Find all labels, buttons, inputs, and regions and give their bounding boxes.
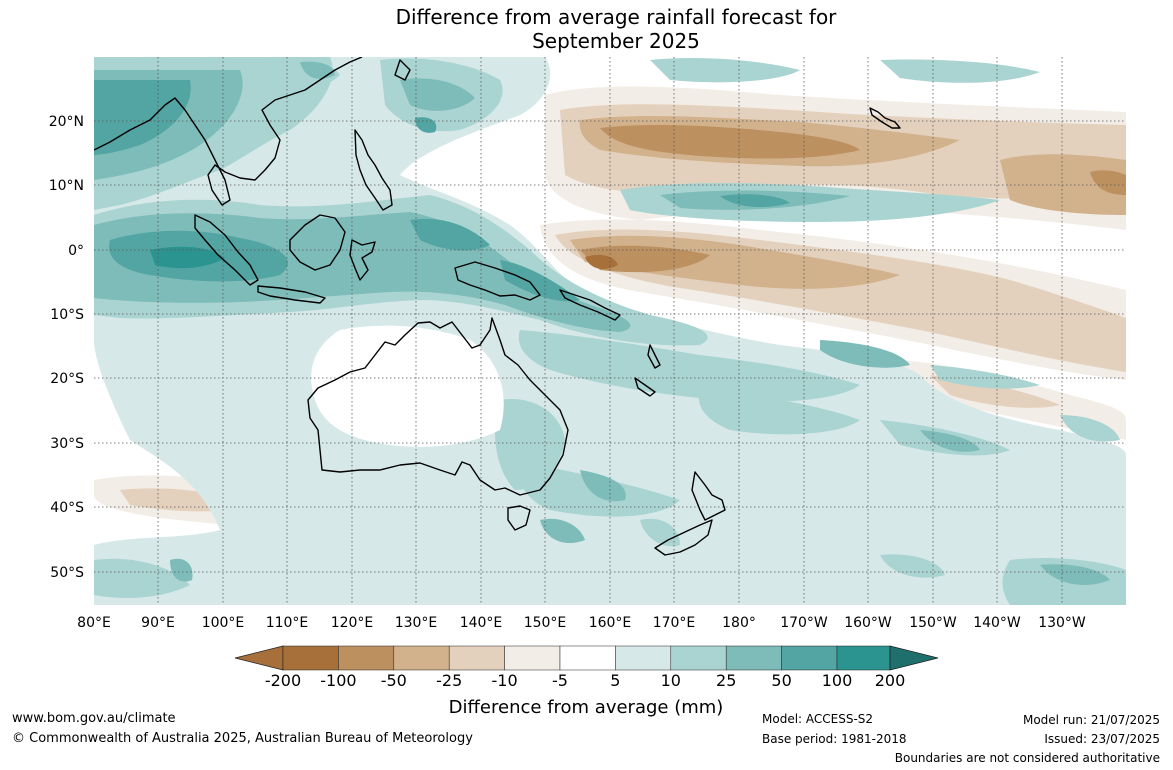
- lon-label: 130°E: [395, 615, 438, 631]
- longitude-labels: 80°E 90°E 100°E 110°E 120°E 130°E 140°E …: [77, 615, 1086, 631]
- near-average-area: [311, 325, 504, 447]
- colorbar-label: 10: [661, 671, 681, 690]
- tasmania-coastline: [507, 505, 531, 531]
- colorbar-label: 100: [822, 671, 853, 690]
- colorbar-label: 25: [716, 671, 736, 690]
- lat-label: 10°N: [49, 178, 84, 194]
- model-name: Model: ACCESS-S2: [762, 712, 874, 726]
- lat-label: 0°: [68, 243, 84, 259]
- colorbar-swatch: [836, 645, 891, 671]
- lat-label: 10°S: [50, 307, 84, 323]
- hawaii-coastline: [869, 107, 901, 129]
- colorbar-low-arrow: [234, 645, 284, 671]
- japan-coastline: [394, 59, 411, 81]
- borneo-coastline: [289, 214, 346, 271]
- anomaly-field: [94, 57, 1126, 605]
- base-period: Base period: 1981-2018: [762, 732, 907, 746]
- colorbar-label: -200: [265, 671, 301, 690]
- lat-label: 40°S: [50, 500, 84, 516]
- colorbar-label: -10: [492, 671, 518, 690]
- lon-label: 180°: [722, 615, 756, 631]
- lon-label: 160°W: [844, 615, 892, 631]
- copyright-text: © Commonwealth of Australia 2025, Austra…: [12, 731, 473, 746]
- new-zealand-coastline: [654, 471, 726, 556]
- colorbar-swatch: [448, 645, 505, 671]
- colorbar-swatch: [393, 645, 450, 671]
- lon-label: 90°E: [141, 615, 175, 631]
- colorbar-swatch: [670, 645, 727, 671]
- website-link[interactable]: www.bom.gov.au/climate: [12, 711, 176, 726]
- colorbar-swatch: [559, 645, 616, 671]
- lon-label: 80°E: [77, 615, 111, 631]
- sumatra-coastline: [194, 214, 259, 286]
- colorbar-high-arrow: [889, 645, 939, 671]
- lon-label: 170°E: [653, 615, 696, 631]
- colorbar: -200 -100 -50 -25 -10 -5 5 10 25 50 100 …: [234, 645, 939, 718]
- issued-date: Issued: 23/07/2025: [1044, 732, 1160, 746]
- lon-label: 170°W: [780, 615, 828, 631]
- colorbar-labels: -200 -100 -50 -25 -10 -5 5 10 25 50 100 …: [265, 671, 905, 690]
- lat-label: 30°S: [50, 436, 84, 452]
- wet-anomaly-regions: [94, 57, 1126, 605]
- lon-label: 160°E: [589, 615, 632, 631]
- java-coastline: [257, 285, 326, 304]
- solomon-islands-coastline: [559, 289, 621, 321]
- new-guinea-coastline: [454, 261, 541, 301]
- lon-label: 100°E: [202, 615, 245, 631]
- title-line-2: September 2025: [532, 29, 700, 53]
- colorbar-label: 5: [610, 671, 620, 690]
- lon-label: 120°E: [331, 615, 374, 631]
- lon-label: 130°W: [1038, 615, 1086, 631]
- model-run-date: Model run: 21/07/2025: [1022, 713, 1160, 727]
- colorbar-label: 200: [875, 671, 906, 690]
- colorbar-swatch: [338, 645, 395, 671]
- new-caledonia-coastline: [634, 377, 656, 397]
- lon-label: 110°E: [266, 615, 309, 631]
- colorbar-swatch: [282, 645, 339, 671]
- lat-label: 20°N: [49, 114, 84, 130]
- lat-label: 20°S: [50, 371, 84, 387]
- mainland-asia-coastline: [94, 57, 363, 206]
- colorbar-swatch: [781, 645, 838, 671]
- lon-label: 140°E: [460, 615, 503, 631]
- lon-label: 150°W: [909, 615, 957, 631]
- map-title: Difference from average rainfall forecas…: [0, 5, 1173, 53]
- colorbar-title: Difference from average (mm): [449, 697, 724, 718]
- lat-label: 50°S: [50, 565, 84, 581]
- boundaries-disclaimer: Boundaries are not considered authoritat…: [894, 751, 1160, 765]
- colorbar-label: -100: [320, 671, 356, 690]
- sulawesi-coastline: [349, 239, 376, 281]
- colorbar-swatch: [725, 645, 782, 671]
- australia-coastline: [307, 317, 569, 496]
- coastlines: [94, 57, 901, 556]
- philippines-coastline: [354, 129, 393, 211]
- colorbar-label: -50: [381, 671, 407, 690]
- lon-label: 150°E: [524, 615, 567, 631]
- vanuatu-coastline: [647, 344, 661, 369]
- colorbar-label: -5: [552, 671, 568, 690]
- colorbar-label: -25: [436, 671, 462, 690]
- graticule: [94, 57, 1126, 605]
- latitude-labels: 20°N 10°N 0° 10°S 20°S 30°S 40°S 50°S: [49, 114, 84, 581]
- title-line-1: Difference from average rainfall forecas…: [395, 5, 837, 29]
- lon-label: 140°W: [973, 615, 1021, 631]
- colorbar-label: 50: [771, 671, 791, 690]
- colorbar-swatch: [504, 645, 561, 671]
- colorbar-swatch: [615, 645, 672, 671]
